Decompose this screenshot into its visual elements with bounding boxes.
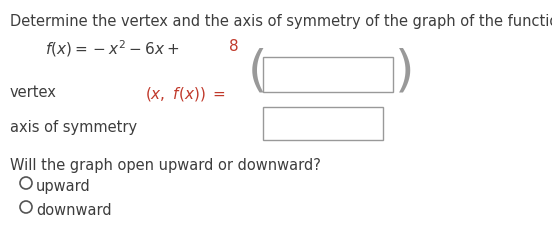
Circle shape bbox=[20, 201, 32, 213]
Text: Determine the vertex and the axis of symmetry of the graph of the function.: Determine the vertex and the axis of sym… bbox=[10, 14, 552, 29]
Bar bbox=[263, 107, 383, 140]
Text: $\it{8}$: $\it{8}$ bbox=[228, 38, 238, 54]
Text: (: ( bbox=[248, 48, 267, 96]
Text: upward: upward bbox=[36, 179, 91, 194]
Text: vertex: vertex bbox=[10, 85, 57, 100]
Text: axis of symmetry: axis of symmetry bbox=[10, 120, 137, 135]
Text: Will the graph open upward or downward?: Will the graph open upward or downward? bbox=[10, 158, 321, 173]
Text: ): ) bbox=[395, 48, 415, 96]
Bar bbox=[263, 57, 393, 92]
Text: $\it{(x,\ f(x))\ =}$: $\it{(x,\ f(x))\ =}$ bbox=[145, 85, 226, 103]
Text: $\it{f(x) = -x^2 - 6x + }$: $\it{f(x) = -x^2 - 6x + }$ bbox=[45, 38, 179, 59]
Text: downward: downward bbox=[36, 203, 112, 218]
Circle shape bbox=[20, 177, 32, 189]
